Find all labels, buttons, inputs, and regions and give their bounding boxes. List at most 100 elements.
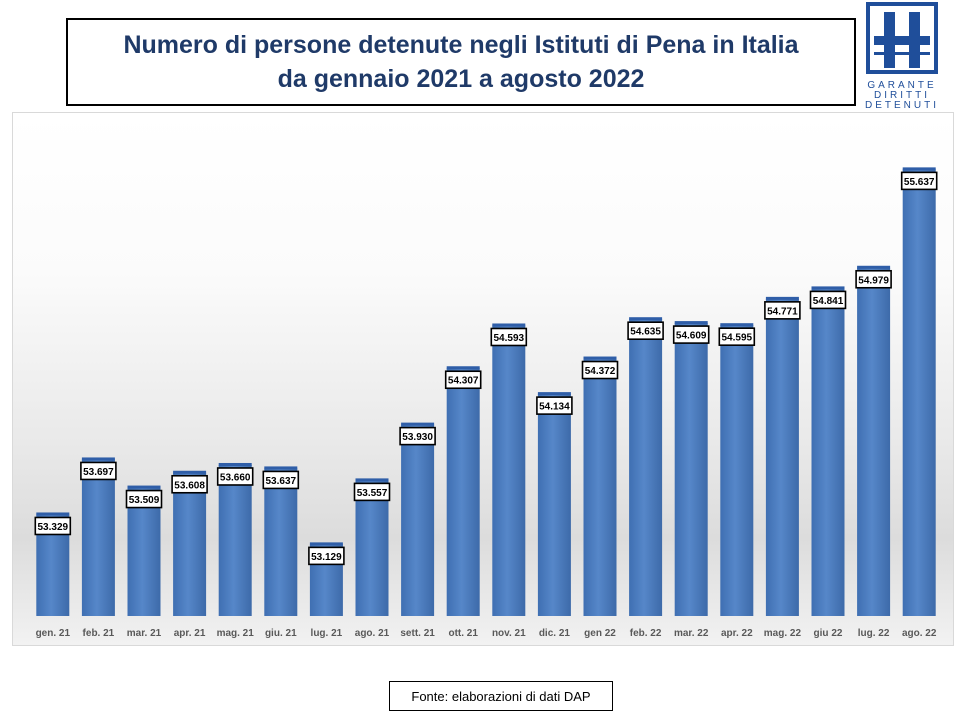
- bar-18: [811, 288, 845, 616]
- bar-top-17: [765, 296, 799, 300]
- bar-12: [537, 394, 571, 616]
- bar-top-15: [674, 321, 708, 325]
- data-label-box: [764, 301, 801, 320]
- data-label-9: 53.930: [399, 426, 436, 446]
- data-label-text: 53.608: [174, 480, 205, 491]
- x-tick-label-11: nov. 21: [492, 628, 526, 639]
- bar-3: [127, 487, 161, 616]
- data-label-box: [353, 482, 391, 502]
- bar-4: [173, 472, 207, 616]
- x-axis-tick-labels: gen. 21 feb. 21 mar. 21 apr. 21 mag. 21 giu. …: [36, 628, 937, 639]
- data-label-box: [672, 325, 710, 344]
- bar-top-19: [857, 265, 891, 269]
- bar-17: [765, 298, 799, 616]
- x-tick-label-10: ott. 21: [448, 628, 478, 639]
- x-tick-label-13: gen 22: [584, 628, 616, 639]
- bar-top-12: [537, 392, 571, 396]
- bar-15: [674, 323, 708, 616]
- bar-19: [857, 267, 891, 616]
- data-label-10: 54.307: [444, 370, 482, 390]
- chart-area: 53.329 53.697 53.509 53.608 53.660 53.637 53.1…: [12, 112, 954, 646]
- bars-layer: [36, 167, 936, 616]
- x-tick-label-18: giu 22: [814, 628, 843, 639]
- bar-top-20: [902, 167, 936, 171]
- bar-top-6: [264, 466, 298, 470]
- bar-6: [264, 468, 298, 616]
- x-tick-label-7: lug. 21: [311, 628, 343, 639]
- logo-text-line-3: DETENUTI: [865, 100, 939, 110]
- bar-top-4: [173, 470, 207, 474]
- bar-top-13: [583, 356, 617, 360]
- data-label-text: 53.637: [266, 476, 297, 487]
- x-tick-label-3: mar. 21: [127, 628, 162, 639]
- data-label-14: 54.635: [627, 321, 664, 341]
- x-tick-label-1: gen. 21: [36, 628, 71, 639]
- data-label-4: 53.608: [171, 474, 208, 494]
- data-label-box: [444, 370, 482, 390]
- data-label-box: [536, 396, 573, 415]
- data-label-box: [308, 546, 345, 566]
- data-label-text: 54.841: [813, 296, 844, 307]
- data-label-text: 54.771: [767, 306, 798, 317]
- data-label-5: 53.660: [216, 467, 254, 486]
- data-label-text: 55.637: [904, 177, 935, 188]
- bar-top-16: [720, 323, 754, 327]
- chart-title-box: Numero di persone detenute negli Istitut…: [66, 18, 856, 106]
- bar-20: [902, 169, 936, 616]
- data-label-box: [262, 470, 300, 490]
- data-label-box: [34, 516, 72, 536]
- bar-top-7: [309, 542, 343, 546]
- data-label-box: [855, 269, 892, 289]
- data-label-15: 54.609: [672, 325, 710, 344]
- logo-emblem-icon: [866, 2, 938, 74]
- data-label-18: 54.841: [809, 290, 847, 310]
- bar-5: [218, 464, 252, 616]
- bar-13: [583, 358, 617, 616]
- data-label-box: [718, 327, 756, 346]
- data-label-text: 54.307: [448, 376, 479, 387]
- data-label-text: 53.329: [38, 522, 69, 533]
- data-label-text: 54.979: [858, 275, 889, 286]
- data-label-text: 54.372: [585, 366, 616, 377]
- data-label-16: 54.595: [718, 327, 756, 346]
- garante-logo: GARANTE DIRITTI DETENUTI: [862, 2, 942, 110]
- x-tick-label-4: apr. 21: [174, 628, 206, 639]
- bar-top-9: [401, 422, 435, 426]
- chart-title-line-1: Numero di persone detenute negli Istitut…: [123, 31, 799, 59]
- data-label-3: 53.509: [125, 489, 163, 509]
- bar-top-3: [127, 485, 161, 489]
- data-label-text: 54.609: [676, 331, 707, 342]
- bar-top-18: [811, 286, 845, 290]
- data-label-text: 53.129: [311, 552, 342, 563]
- x-tick-label-9: sett. 21: [400, 628, 435, 639]
- bar-top-2: [81, 457, 115, 461]
- bar-top-14: [629, 317, 663, 321]
- data-labels-layer: 53.329 53.697 53.509 53.608 53.660 53.637 53.1…: [34, 171, 938, 566]
- bar-top-5: [218, 462, 252, 466]
- data-label-box: [627, 321, 664, 341]
- x-tick-label-19: lug. 22: [858, 628, 890, 639]
- bar-9: [401, 424, 435, 616]
- x-tick-label-14: feb. 22: [630, 628, 662, 639]
- bar-chart: 53.329 53.697 53.509 53.608 53.660 53.637 53.1…: [34, 167, 938, 639]
- source-note: Fonte: elaborazioni di dati DAP: [389, 681, 613, 711]
- data-label-text: 53.697: [83, 467, 114, 478]
- data-label-text: 53.509: [129, 495, 160, 506]
- chart-title-line-2: da gennaio 2021 a agosto 2022: [277, 65, 645, 93]
- x-tick-label-2: feb. 21: [83, 628, 115, 639]
- data-label-8: 53.557: [353, 482, 391, 502]
- data-label-13: 54.372: [581, 360, 619, 380]
- bar-11: [492, 325, 526, 616]
- data-label-1: 53.329: [34, 516, 72, 536]
- data-label-box: [900, 171, 938, 191]
- bar-8: [355, 480, 389, 616]
- data-label-19: 54.979: [855, 269, 892, 289]
- bar-10: [446, 368, 480, 616]
- bar-top-8: [355, 478, 389, 482]
- data-label-text: 53.930: [402, 432, 433, 443]
- x-tick-label-8: ago. 21: [355, 628, 390, 639]
- data-label-box: [581, 360, 619, 380]
- x-tick-label-16: apr. 22: [721, 628, 753, 639]
- data-label-text: 53.557: [357, 488, 388, 499]
- bar-top-1: [36, 512, 70, 516]
